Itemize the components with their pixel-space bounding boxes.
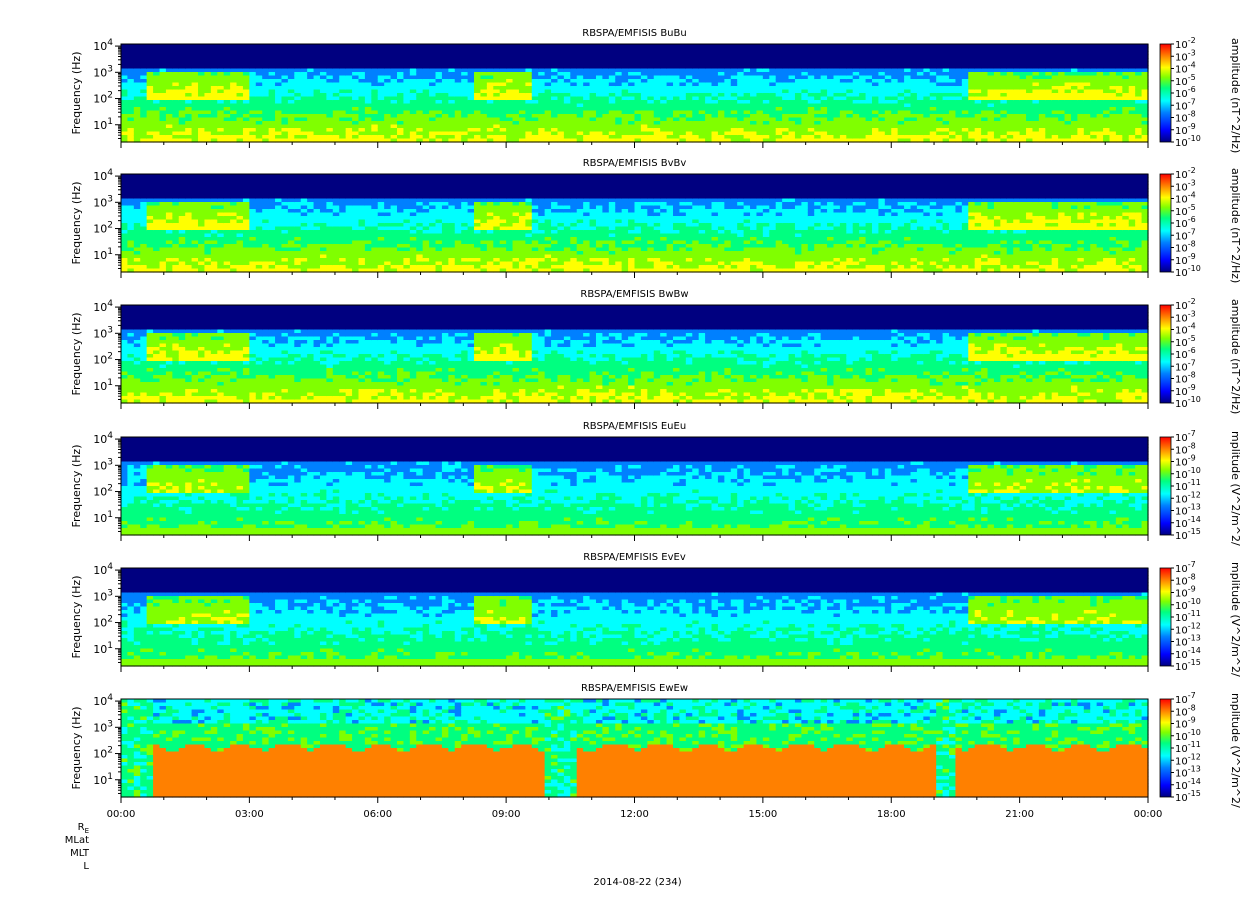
- spectrogram-image: [121, 44, 1149, 143]
- x-tick-label: 21:00: [1005, 809, 1034, 820]
- y-tick-label: 104: [93, 38, 113, 53]
- colorbar: 10-710-810-910-1010-1110-1210-1310-1410-…: [1160, 691, 1242, 808]
- x-tick-label: 00:00: [1134, 809, 1163, 820]
- y-tick-label: 103: [93, 325, 113, 340]
- y-tick-label: 102: [93, 91, 113, 106]
- y-tick-label: 104: [93, 299, 113, 314]
- ephemeris-label: MLat: [65, 835, 89, 846]
- y-axis-label: Frequency (Hz): [70, 445, 83, 528]
- panel-title: RBSPA/EMFISIS BuBu: [582, 28, 686, 39]
- spectrogram-image: [121, 699, 1149, 798]
- panel-title: RBSPA/EMFISIS BwBw: [580, 289, 688, 300]
- y-tick-label: 103: [93, 457, 113, 472]
- x-tick-label: 00:00: [107, 809, 136, 820]
- spectrogram-panel-4: RBSPA/EMFISIS EuEu Frequency (Hz) 101 102 10…: [70, 421, 1242, 546]
- y-tick-label: 102: [93, 221, 113, 236]
- spectrogram-panel-1: RBSPA/EMFISIS BuBu Frequency (Hz) 101 102 10…: [70, 28, 1242, 153]
- spectrogram-image: [121, 568, 1149, 667]
- y-axis-label: Frequency (Hz): [70, 182, 83, 265]
- colorbar-label: amplitude (nT^2/Hz): [1229, 38, 1242, 153]
- y-tick-label: 101: [93, 641, 113, 656]
- y-tick-label: 102: [93, 484, 113, 499]
- y-tick-label: 102: [93, 352, 113, 367]
- y-tick-label: 104: [93, 693, 113, 708]
- y-tick-label: 104: [93, 431, 113, 446]
- y-axis-label: Frequency (Hz): [70, 52, 83, 135]
- y-axis-label: Frequency (Hz): [70, 576, 83, 659]
- y-tick-label: 103: [93, 194, 113, 209]
- panel-title: RBSPA/EMFISIS EvEv: [583, 552, 686, 563]
- colorbar: 10-710-810-910-1010-1110-1210-1310-1410-…: [1160, 429, 1242, 546]
- y-tick-label: 103: [93, 719, 113, 734]
- y-tick-label: 101: [93, 247, 113, 262]
- x-tick-label: 03:00: [235, 809, 264, 820]
- x-tick-label: 09:00: [492, 809, 521, 820]
- y-tick-label: 101: [93, 772, 113, 787]
- spectrogram-panel-3: RBSPA/EMFISIS BwBw Frequency (Hz) 101 102 10…: [70, 289, 1242, 414]
- y-tick-label: 102: [93, 615, 113, 630]
- y-tick-label: 102: [93, 746, 113, 761]
- y-tick-label: 103: [93, 588, 113, 603]
- y-tick-label: 101: [93, 510, 113, 525]
- x-tick-label: 12:00: [620, 809, 649, 820]
- ephemeris-label: RE: [78, 822, 89, 835]
- spectrogram-panel-5: RBSPA/EMFISIS EvEv Frequency (Hz) 101 102 10…: [70, 552, 1242, 677]
- spectrogram-image: [121, 305, 1149, 404]
- colorbar-label: mplitude (V^2/m^2/: [1229, 431, 1242, 546]
- y-tick-label: 104: [93, 562, 113, 577]
- x-tick-label: 06:00: [363, 809, 392, 820]
- colorbar-label: amplitude (nT^2/Hz): [1229, 299, 1242, 414]
- y-tick-label: 101: [93, 378, 113, 393]
- ephemeris-label: L: [83, 861, 89, 872]
- colorbar-label: mplitude (V^2/m^2/: [1229, 693, 1242, 808]
- colorbar: 10-710-810-910-1010-1110-1210-1310-1410-…: [1160, 560, 1242, 677]
- y-axis-label: Frequency (Hz): [70, 707, 83, 790]
- panel-title: RBSPA/EMFISIS EwEw: [581, 683, 688, 694]
- x-tick-label: 15:00: [748, 809, 777, 820]
- colorbar-label: mplitude (V^2/m^2/: [1229, 562, 1242, 677]
- y-tick-label: 104: [93, 168, 113, 183]
- y-tick-label: 101: [93, 117, 113, 132]
- x-tick-label: 18:00: [877, 809, 906, 820]
- y-axis-label: Frequency (Hz): [70, 313, 83, 396]
- colorbar: 10-210-310-410-510-610-710-810-910-10 amp…: [1160, 166, 1242, 283]
- panel-title: RBSPA/EMFISIS BvBv: [583, 158, 687, 169]
- spectrogram-panel-6: RBSPA/EMFISIS EwEw Frequency (Hz) 101 102 10…: [70, 683, 1242, 808]
- spectrogram-image: [121, 437, 1149, 536]
- date-label: 2014-08-22 (234): [593, 877, 681, 888]
- colorbar-label: amplitude (nT^2/Hz): [1229, 168, 1242, 283]
- spectrogram-image: [121, 174, 1149, 273]
- spectrogram-panel-2: RBSPA/EMFISIS BvBv Frequency (Hz) 101 102 10…: [70, 158, 1242, 283]
- panel-title: RBSPA/EMFISIS EuEu: [583, 421, 686, 432]
- ephemeris-label: MLT: [70, 848, 90, 859]
- colorbar: 10-210-310-410-510-610-710-810-910-10 amp…: [1160, 36, 1242, 153]
- y-tick-label: 103: [93, 64, 113, 79]
- colorbar: 10-210-310-410-510-610-710-810-910-10 amp…: [1160, 297, 1242, 414]
